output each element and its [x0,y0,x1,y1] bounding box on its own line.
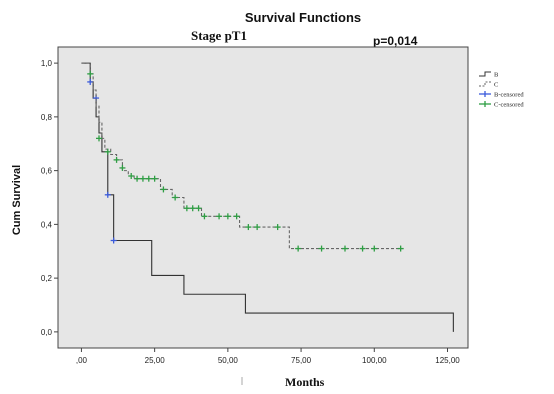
censored-marker-c [397,245,404,252]
censored-marker-c [201,213,208,220]
y-tick-label: 0,8 [41,113,53,122]
censored-marker-c [195,205,202,212]
y-axis-label: Cum Survival [11,165,23,235]
x-tick-label: 50,00 [218,356,239,365]
censored-marker-c [172,194,179,201]
chart-subtitle: Stage pT1 [191,28,247,43]
x-axis-label: Months [285,375,325,389]
censored-marker-c [119,164,126,171]
censored-marker-c [245,224,252,231]
censored-marker-c [342,245,348,252]
y-tick-label: 0,6 [41,167,53,176]
p-value-annotation: p=0,014 [373,34,418,48]
censored-marker-c [87,70,94,77]
censored-marker-b [104,191,111,198]
x-tick-label: 100,00 [362,356,387,365]
censored-marker-c [183,205,190,212]
x-tick-label: 25,00 [145,356,166,365]
x-tick-label: 125,00 [435,356,460,365]
censored-marker-c [151,175,158,182]
censored-marker-c [113,156,120,163]
x-tick-label: ,00 [76,356,88,365]
chart-title: Survival Functions [245,10,361,25]
x-tick-label: 75,00 [291,356,312,365]
censored-marker-c [359,245,366,252]
censored-marker-c [224,213,231,220]
censored-marker-c [274,224,281,231]
censored-marker-c [104,148,111,155]
censored-marker-c [145,175,152,182]
legend-label-b-censored: B-censored [494,92,524,99]
censored-marker-c [139,175,146,182]
y-tick-label: 0,0 [41,328,53,337]
legend-label-c-censored: C-censored [494,102,524,109]
censored-marker-c [134,175,141,182]
legend-label-b: B [494,72,499,79]
censored-marker-c [128,173,135,179]
censored-marker-c [160,186,167,193]
legend-swatch-c [479,81,491,87]
censored-marker-c [96,135,102,142]
legend-swatch-b [479,71,491,77]
y-tick-label: 0,2 [41,274,53,283]
censored-marker-c [295,245,302,252]
plot-layer: 0,0 0,2 0,4 0,6 0,8 1,0 ,00 25,00 50,00 75,00 100,… [41,46,469,365]
y-tick-label: 0,4 [41,220,53,229]
censored-marker-c [371,245,378,252]
censored-marker-c [233,213,240,220]
censored-marker-c [216,213,223,220]
legend: BC B-censored C-censored [479,71,524,109]
censored-marker-b [110,237,117,244]
censored-marker-c [318,245,325,252]
y-tick-label: 1,0 [41,59,53,68]
plot-area [57,46,469,349]
censored-marker-c [254,224,261,231]
censored-marker-b [87,78,94,85]
legend-label-c: C [494,82,498,89]
censored-marker-c [189,205,196,212]
